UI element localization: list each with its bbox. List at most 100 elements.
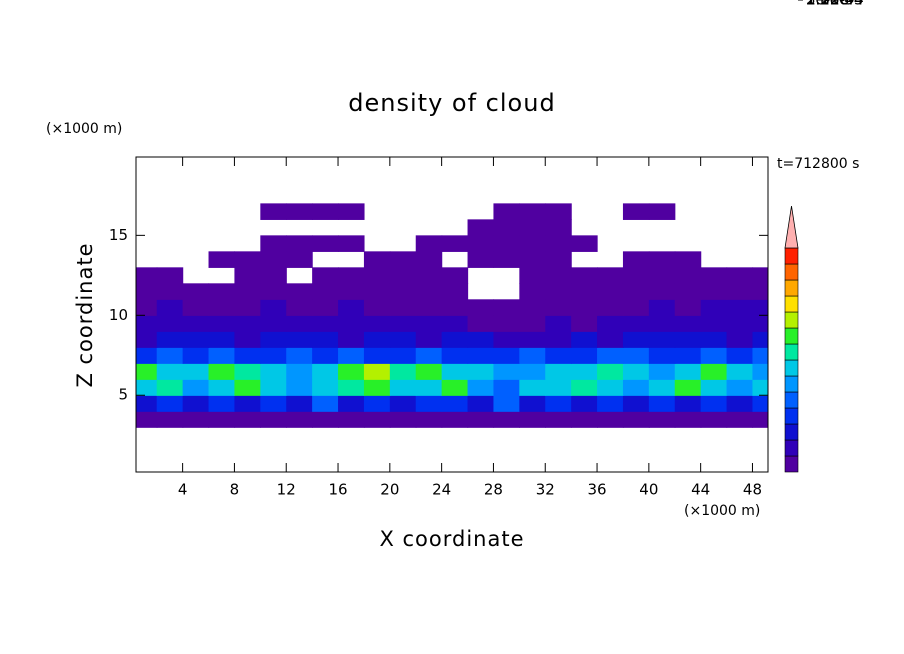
contour-cell: [441, 283, 469, 300]
contour-cell: [519, 251, 546, 268]
contour-cell: [622, 331, 650, 348]
contour-cell: [389, 363, 417, 380]
contour-cell: [136, 331, 158, 348]
x-tick-label: 48: [743, 481, 762, 499]
contour-cell: [156, 283, 184, 300]
contour-cell: [234, 331, 261, 348]
contour-cell: [493, 219, 520, 236]
contour-cell: [493, 315, 520, 332]
contour-cell: [571, 331, 598, 348]
contour-cell: [312, 395, 339, 412]
contour-cell: [338, 395, 365, 412]
contour-cell: [493, 379, 520, 396]
contour-cell: [493, 411, 520, 428]
contour-cell: [752, 315, 768, 332]
contour-cell: [622, 379, 650, 396]
contour-cell: [441, 395, 469, 412]
contour-cell: [363, 395, 391, 412]
contour-cell: [493, 331, 520, 348]
contour-cell: [648, 283, 676, 300]
x-unit: (×1000 m): [684, 503, 760, 519]
contour-cell: [700, 315, 728, 332]
contour-cell: [415, 251, 443, 268]
contour-cell: [545, 411, 572, 428]
contour-cell: [519, 235, 546, 252]
x-tick-label: 40: [639, 481, 658, 499]
contour-cell: [312, 315, 339, 332]
colorbar-box: [784, 423, 799, 441]
contour-cell: [700, 283, 728, 300]
contour-cell: [674, 347, 702, 364]
contour-cell: [286, 203, 313, 220]
contour-cell: [389, 299, 417, 316]
contour-cell: [363, 363, 391, 380]
contour-cell: [752, 363, 768, 380]
contour-cell: [571, 299, 598, 316]
contour-cell: [700, 331, 728, 348]
contour-cell: [467, 347, 495, 364]
contour-cell: [726, 363, 754, 380]
contour-cell: [441, 315, 469, 332]
contour-cell: [545, 347, 572, 364]
contour-cell: [467, 315, 495, 332]
contour-cell: [156, 347, 184, 364]
contour-cell: [338, 203, 365, 220]
contour-cell: [415, 283, 443, 300]
contour-cell: [234, 283, 261, 300]
contour-cell: [338, 347, 365, 364]
contour-cell: [674, 283, 702, 300]
contour-cell: [389, 267, 417, 284]
chart-title: density of cloud: [348, 89, 555, 117]
contour-cell: [363, 347, 391, 364]
contour-cell: [286, 411, 313, 428]
contour-cell: [234, 363, 261, 380]
contour-cell: [519, 331, 546, 348]
contour-cell: [136, 395, 158, 412]
colorbar-box: [784, 247, 799, 265]
y-axis-title: Z coordinate: [73, 242, 97, 387]
colorbar-label: 3.75e-5: [806, 0, 864, 9]
contour-cell: [622, 411, 650, 428]
contour-cell: [493, 363, 520, 380]
contour-cell: [182, 379, 210, 396]
x-tick-label: 28: [484, 481, 503, 499]
contour-cell: [260, 203, 287, 220]
contour-cell: [726, 411, 754, 428]
contour-cell: [674, 363, 702, 380]
contour-cell: [260, 363, 287, 380]
contour-cell: [622, 267, 650, 284]
y-tick-label: 15: [109, 226, 128, 244]
contour-cell: [467, 235, 495, 252]
contour-cell: [415, 299, 443, 316]
contour-cell: [467, 299, 495, 316]
contour-cell: [597, 379, 624, 396]
contour-cell: [752, 379, 768, 396]
x-tick-label: 36: [588, 481, 607, 499]
contour-cell: [674, 379, 702, 396]
contour-cell: [208, 315, 236, 332]
contour-cell: [648, 379, 676, 396]
contour-cell: [182, 347, 210, 364]
contour-cell: [363, 315, 391, 332]
contour-cell: [208, 331, 236, 348]
contour-cell: [545, 219, 572, 236]
contour-cell: [286, 283, 313, 300]
colorbar-box: [784, 407, 799, 425]
contour-cell: [571, 411, 598, 428]
contour-cell: [234, 251, 261, 268]
contour-cell: [260, 395, 287, 412]
contour-cell: [467, 379, 495, 396]
colorbar-label: 1e-16: [806, 0, 849, 9]
contour-cell: [493, 235, 520, 252]
contour-cell: [338, 315, 365, 332]
contour-cell: [415, 331, 443, 348]
contour-cell: [234, 395, 261, 412]
contour-field: [136, 203, 768, 428]
contour-cell: [597, 363, 624, 380]
contour-cell: [415, 395, 443, 412]
contour-cell: [389, 315, 417, 332]
contour-cell: [519, 283, 546, 300]
contour-cell: [597, 347, 624, 364]
contour-cell: [415, 267, 443, 284]
x-tick-label: 12: [277, 481, 296, 499]
